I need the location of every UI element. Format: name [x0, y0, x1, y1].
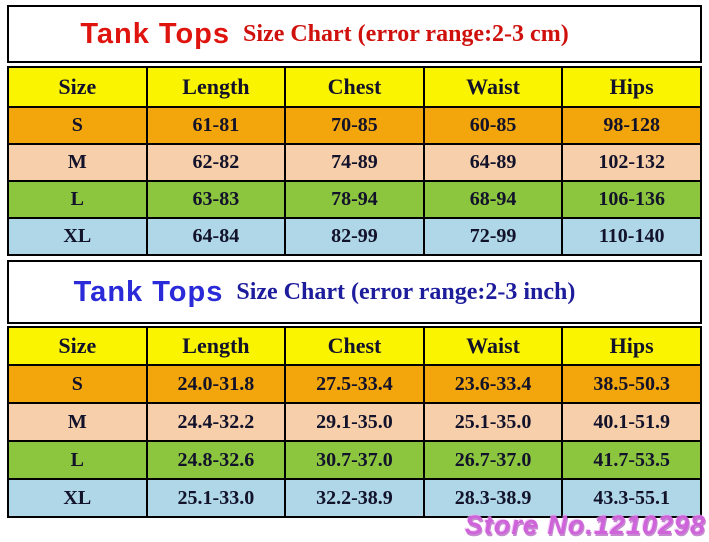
cell-size: L: [7, 180, 148, 219]
col-header-length: Length: [145, 66, 287, 108]
cell-size: L: [7, 440, 148, 480]
cell-waist: 25.1-35.0: [422, 402, 564, 442]
cell-chest: 70-85: [284, 106, 425, 145]
col-header-size: Size: [7, 66, 148, 108]
cell-hips: 40.1-51.9: [561, 402, 702, 442]
cell-chest: 32.2-38.9: [284, 478, 425, 518]
cell-waist: 64-89: [422, 143, 564, 182]
table-row-xl-inch: XL 25.1-33.0 32.2-38.9 28.3-38.9 43.3-55…: [7, 478, 702, 518]
col-header-chest: Chest: [284, 66, 425, 108]
table-row-l-inch: L 24.8-32.6 30.7-37.0 26.7-37.0 41.7-53.…: [7, 440, 702, 480]
brand-title-inch: Tank Tops: [73, 275, 224, 308]
cell-hips: 43.3-55.1: [561, 478, 702, 518]
table-row-l-cm: L 63-83 78-94 68-94 106-136: [7, 180, 702, 219]
cell-chest: 30.7-37.0: [284, 440, 425, 480]
title-box-cm: Tank Tops Size Chart (error range:2-3 cm…: [7, 5, 702, 63]
cell-waist: 68-94: [422, 180, 564, 219]
col-header-waist: Waist: [422, 326, 564, 366]
cell-length: 25.1-33.0: [145, 478, 287, 518]
table-row-s-cm: S 61-81 70-85 60-85 98-128: [7, 106, 702, 145]
cell-size: S: [7, 364, 148, 404]
cell-chest: 82-99: [284, 217, 425, 256]
title-box-inch: Tank Tops Size Chart (error range:2-3 in…: [7, 260, 702, 324]
cell-size: M: [7, 402, 148, 442]
cell-size: M: [7, 143, 148, 182]
subtitle-inch: Size Chart (error range:2-3 inch): [236, 278, 576, 305]
cell-chest: 27.5-33.4: [284, 364, 425, 404]
cell-waist: 28.3-38.9: [422, 478, 564, 518]
col-header-chest: Chest: [284, 326, 425, 366]
cell-length: 24.8-32.6: [145, 440, 287, 480]
size-table-cm: Size Length Chest Waist Hips S 61-81 70-…: [7, 66, 702, 256]
cell-length: 24.4-32.2: [145, 402, 287, 442]
cell-length: 64-84: [145, 217, 287, 256]
table-row-s-inch: S 24.0-31.8 27.5-33.4 23.6-33.4 38.5-50.…: [7, 364, 702, 404]
table-row-xl-cm: XL 64-84 82-99 72-99 110-140: [7, 217, 702, 256]
cell-hips: 98-128: [561, 106, 702, 145]
cell-length: 61-81: [145, 106, 287, 145]
cell-size: S: [7, 106, 148, 145]
cell-length: 62-82: [145, 143, 287, 182]
brand-title-cm: Tank Tops: [80, 17, 231, 50]
table-row-m-inch: M 24.4-32.2 29.1-35.0 25.1-35.0 40.1-51.…: [7, 402, 702, 442]
cell-waist: 72-99: [422, 217, 564, 256]
cell-waist: 26.7-37.0: [422, 440, 564, 480]
header-row-inch: Size Length Chest Waist Hips: [7, 326, 702, 366]
cell-chest: 78-94: [284, 180, 425, 219]
cell-hips: 110-140: [561, 217, 702, 256]
cell-length: 24.0-31.8: [145, 364, 287, 404]
col-header-length: Length: [145, 326, 287, 366]
col-header-size: Size: [7, 326, 148, 366]
cell-hips: 106-136: [561, 180, 702, 219]
header-row-cm: Size Length Chest Waist Hips: [7, 66, 702, 108]
cell-chest: 74-89: [284, 143, 425, 182]
cell-hips: 41.7-53.5: [561, 440, 702, 480]
col-header-hips: Hips: [561, 326, 702, 366]
cell-waist: 60-85: [422, 106, 564, 145]
col-header-waist: Waist: [422, 66, 564, 108]
cell-chest: 29.1-35.0: [284, 402, 425, 442]
cell-hips: 38.5-50.3: [561, 364, 702, 404]
subtitle-cm: Size Chart (error range:2-3 cm): [243, 20, 569, 47]
cell-length: 63-83: [145, 180, 287, 219]
cell-hips: 102-132: [561, 143, 702, 182]
cell-size: XL: [7, 478, 148, 518]
size-table-inch: Size Length Chest Waist Hips S 24.0-31.8…: [7, 326, 702, 518]
cell-waist: 23.6-33.4: [422, 364, 564, 404]
table-row-m-cm: M 62-82 74-89 64-89 102-132: [7, 143, 702, 182]
cell-size: XL: [7, 217, 148, 256]
col-header-hips: Hips: [561, 66, 702, 108]
